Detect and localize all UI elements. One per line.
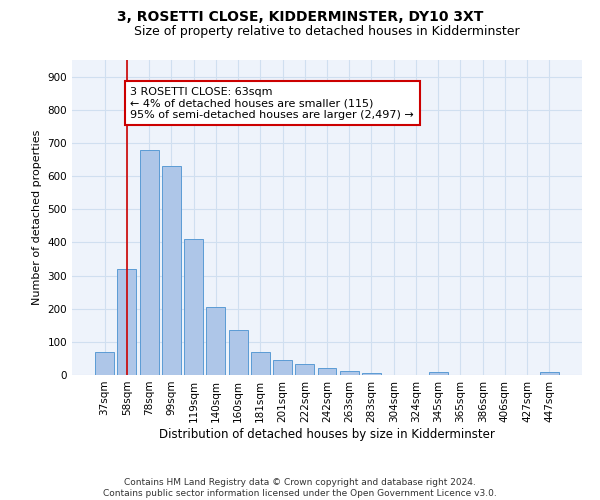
- Title: Size of property relative to detached houses in Kidderminster: Size of property relative to detached ho…: [134, 25, 520, 38]
- X-axis label: Distribution of detached houses by size in Kidderminster: Distribution of detached houses by size …: [159, 428, 495, 440]
- Bar: [118, 269, 136, 375]
- Bar: [273, 360, 292, 375]
- Bar: [540, 372, 559, 375]
- Text: 3 ROSETTI CLOSE: 63sqm
← 4% of detached houses are smaller (115)
95% of semi-det: 3 ROSETTI CLOSE: 63sqm ← 4% of detached …: [130, 86, 414, 120]
- Bar: [429, 372, 448, 375]
- Bar: [229, 330, 248, 375]
- Bar: [206, 307, 225, 375]
- Text: Contains HM Land Registry data © Crown copyright and database right 2024.
Contai: Contains HM Land Registry data © Crown c…: [103, 478, 497, 498]
- Bar: [362, 374, 381, 375]
- Bar: [340, 371, 359, 375]
- Bar: [184, 239, 203, 375]
- Bar: [162, 166, 181, 375]
- Bar: [95, 352, 114, 375]
- Bar: [317, 368, 337, 375]
- Text: 3, ROSETTI CLOSE, KIDDERMINSTER, DY10 3XT: 3, ROSETTI CLOSE, KIDDERMINSTER, DY10 3X…: [117, 10, 483, 24]
- Y-axis label: Number of detached properties: Number of detached properties: [32, 130, 42, 305]
- Bar: [295, 364, 314, 375]
- Bar: [140, 150, 158, 375]
- Bar: [251, 352, 270, 375]
